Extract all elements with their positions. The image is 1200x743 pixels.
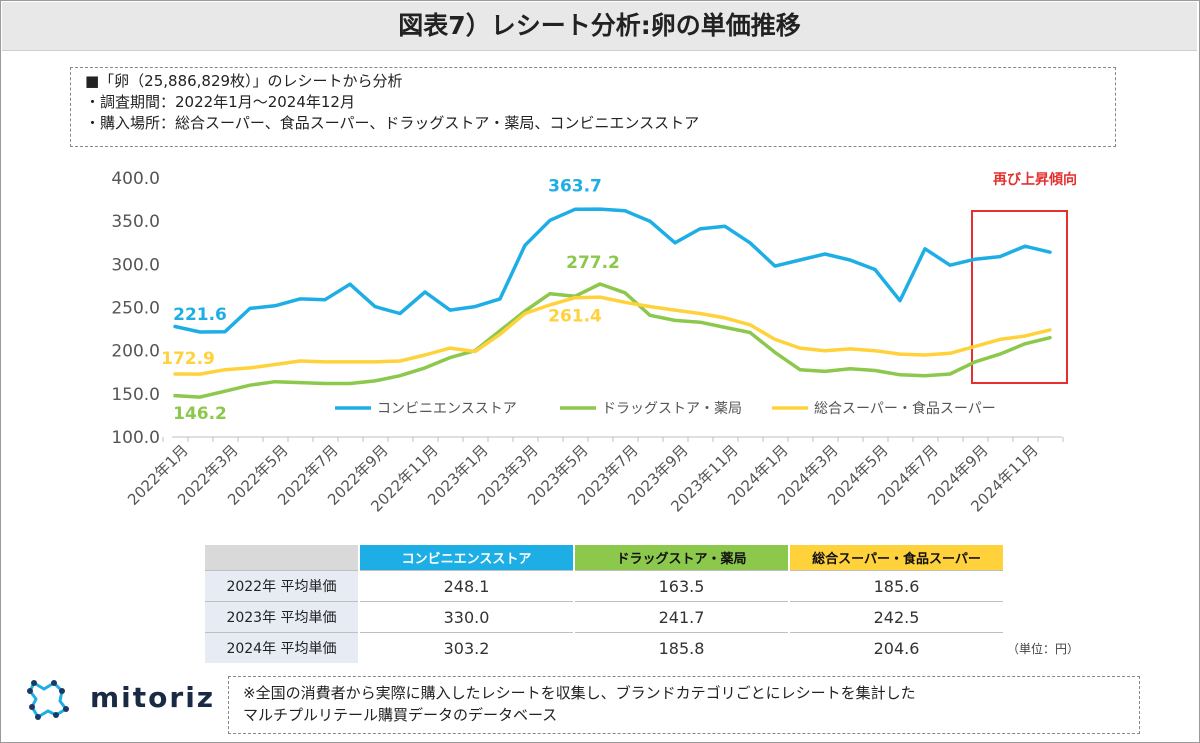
logo-mark-icon [27,680,69,720]
cell-conv: 330.0 [358,601,574,633]
cell-super: 204.6 [788,632,1003,663]
table-header-conv: コンビニエンスストア [358,545,574,571]
table-corner [203,545,359,571]
row-label: 2024年 平均単価 [203,632,359,663]
mitoriz-logo: mitoriz [22,675,222,723]
cell-drug: 163.5 [573,570,789,602]
page-title: 図表7）レシート分析:卵の単価推移 [2,2,1197,51]
table-row: 2022年 平均単価 248.1 163.5 185.6 [203,570,1003,602]
unit-label: （単位：円） [1007,642,1080,656]
table-row: 2023年 平均単価 330.0 241.7 242.5 [203,601,1003,633]
cell-conv: 248.1 [358,570,574,602]
note-stores: ・購入場所：総合スーパー、食品スーパー、ドラッグストア・薬局、コンビニエンススト… [85,114,700,132]
table-header-super: 総合スーパー・食品スーパー [788,545,1003,571]
cell-drug: 185.8 [573,632,789,663]
footnote-line: ※全国の消費者から実際に購入したレシートを収集し、ブランドカテゴリごとにレシート… [243,684,916,702]
note-period: ・調査期間：2022年1月〜2024年12月 [85,93,355,111]
cell-drug: 241.7 [573,601,789,633]
table-header-drug: ドラッグストア・薬局 [573,545,789,571]
footnote-line: マルチプルリテール購買データのデータベース [243,706,558,724]
row-label: 2023年 平均単価 [203,601,359,633]
note-source: ■「卵（25,886,829枚）」のレシートから分析 [85,72,403,90]
table-row: 2024年 平均単価 303.2 185.8 204.6 [203,632,1003,663]
footnote-box: ※全国の消費者から実際に購入したレシートを収集し、ブランドカテゴリごとにレシート… [228,676,1140,734]
cell-super: 185.6 [788,570,1003,602]
average-price-table: コンビニエンスストア ドラッグストア・薬局 総合スーパー・食品スーパー 2022… [203,545,1003,663]
cell-super: 242.5 [788,601,1003,633]
brand-name: mitoriz [90,681,216,714]
survey-notes: ■「卵（25,886,829枚）」のレシートから分析 ・調査期間：2022年1月… [70,67,1116,147]
cell-conv: 303.2 [358,632,574,663]
row-label: 2022年 平均単価 [203,570,359,602]
